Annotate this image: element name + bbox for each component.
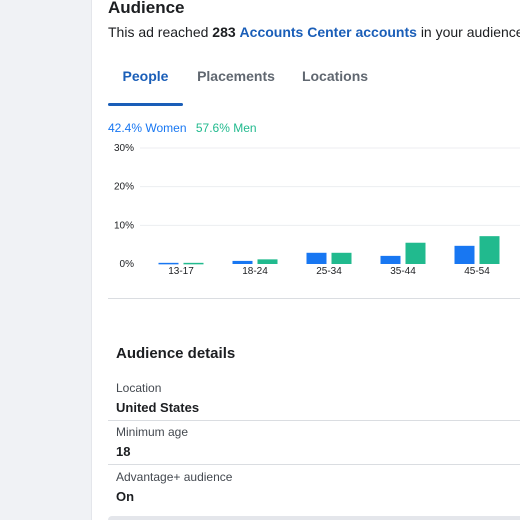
detail-divider [108,464,520,465]
detail-value: United States [116,400,200,415]
x-tick-label: 45-54 [464,266,490,277]
bar-women-45-54 [454,245,475,264]
bar-women-25-34 [306,252,327,264]
detail-location: Location United States [116,381,199,415]
bar-women-35-44 [380,255,401,264]
legend-men: 57.6% Men [195,121,257,135]
tab-placements[interactable]: Placements [197,68,275,84]
audience-tabs: People Placements Locations [108,58,520,106]
tab-people[interactable]: People [108,58,183,106]
section-divider [108,298,520,299]
bar-men-25-34 [331,252,352,264]
detail-label: Minimum age [116,425,189,439]
audience-summary: This ad reached 283 Accounts Center acco… [108,24,520,40]
detail-value: On [116,489,135,504]
y-tick-label: 20% [114,182,134,193]
audience-details-title: Audience details [116,345,236,362]
bar-women-18-24 [232,260,253,264]
detail-label: Advantage+ audience [116,470,233,484]
y-tick-label: 0% [120,259,135,270]
reach-count: 283 [212,24,236,40]
legend-women: 42.4% Women [108,121,187,135]
detail-label: Location [116,381,162,395]
x-tick-label: 13-17 [168,266,194,277]
gender-legend: 42.4% Women 57.6% Men [108,121,257,135]
detail-advantage-audience: Advantage+ audience On [116,470,232,504]
y-tick-label: 30% [114,143,134,154]
audience-panel: Audience This ad reached 283 Accounts Ce… [91,0,520,520]
accounts-center-link[interactable]: Accounts Center accounts [239,24,417,40]
detail-minimum-age: Minimum age 18 [116,425,188,459]
bar-men-35-44 [405,242,426,264]
x-tick-label: 35-44 [390,266,416,277]
audience-heading: Audience [108,0,185,17]
summary-suffix: in your audience. [420,24,520,40]
bar-men-13-17 [183,262,204,265]
bottom-card-edge [108,516,520,520]
tab-locations[interactable]: Locations [301,68,369,84]
summary-prefix: This ad reached [108,24,209,40]
detail-value: 18 [116,444,131,459]
bar-men-18-24 [257,259,278,264]
detail-divider [108,420,520,421]
age-gender-chart: 0% 10% 20% 30% 13-17 18-24 25-34 35-44 45-54 [114,143,520,277]
x-tick-label: 25-34 [316,266,342,277]
x-tick-label: 18-24 [242,266,268,277]
y-tick-label: 10% [114,220,134,231]
bar-men-45-54 [479,236,500,264]
bar-women-13-17 [158,262,179,265]
